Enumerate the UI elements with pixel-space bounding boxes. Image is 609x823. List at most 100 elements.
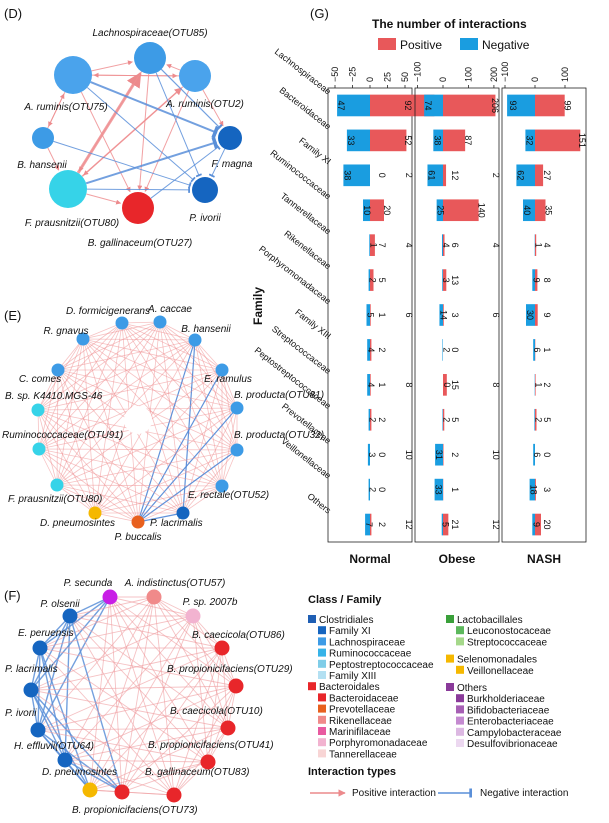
positive-edge — [121, 322, 223, 371]
negative-bar — [442, 339, 443, 361]
node-label: P. olsenii — [40, 599, 80, 610]
tick-label: 0 — [530, 77, 540, 82]
legend-negative-label: Negative — [482, 38, 530, 52]
positive-edge — [80, 91, 131, 193]
negative-edge — [208, 148, 226, 178]
network-node — [30, 722, 46, 738]
positive-edge — [89, 647, 223, 791]
plot-frame — [501, 87, 587, 543]
tick-label: −100 — [500, 62, 510, 82]
positive-edge — [121, 596, 155, 793]
positive-bar — [443, 408, 445, 431]
network-node — [192, 177, 218, 203]
legend-item-label: Bacteroidaceae — [329, 693, 399, 704]
positive-edge — [173, 761, 209, 796]
positive-edge — [37, 409, 223, 487]
positive-edge — [38, 448, 223, 487]
positive-edge — [56, 338, 84, 486]
legend-swatch — [318, 648, 326, 657]
network-node — [82, 782, 98, 798]
positive-bar — [443, 269, 447, 291]
legend-swatch — [318, 704, 326, 713]
positive-value-label: 92 — [403, 100, 413, 110]
tick-label: −100 — [413, 62, 423, 82]
positive-bar — [443, 94, 496, 117]
positive-edge — [37, 339, 196, 411]
positive-bar — [535, 408, 537, 431]
positive-edge — [38, 448, 238, 451]
legend-title: Class / Family — [308, 594, 382, 606]
negative-value-label: 3 — [367, 452, 377, 457]
negative-value-label: 7 — [364, 522, 374, 527]
node-label: D. pneumosintes — [42, 767, 117, 778]
positive-bar — [535, 94, 565, 117]
legend-item-label: Family XI — [329, 626, 371, 637]
positive-edge — [56, 339, 196, 486]
category-label: Family XI — [297, 135, 333, 166]
negative-bar — [367, 339, 370, 361]
legend-item-label: Campylobacteraceae — [467, 728, 562, 739]
network-node — [230, 401, 244, 415]
node-label: A. caccae — [147, 304, 192, 315]
negative-value-label: 30 — [525, 310, 535, 320]
negative-bar — [532, 269, 535, 291]
negative-edge — [39, 596, 111, 649]
row-index-label: 6 — [491, 312, 501, 317]
positive-edge — [37, 409, 139, 523]
positive-value-label: 0 — [450, 347, 460, 352]
legend-swatch — [308, 682, 316, 691]
negative-bar — [433, 129, 443, 152]
network-node — [215, 479, 229, 493]
positive-edge — [64, 685, 237, 761]
node-label: E. rectale(OTU52) — [188, 490, 269, 501]
positive-edge — [153, 596, 175, 796]
positive-edge — [56, 484, 96, 514]
positive-bar — [443, 129, 466, 152]
positive-edge — [109, 596, 194, 617]
positive-value-label: 6 — [450, 243, 460, 248]
positive-edge — [153, 596, 223, 649]
legend-swatch — [446, 683, 454, 691]
negative-edge — [85, 136, 219, 185]
negative-value-label: 5 — [441, 522, 451, 527]
node-label: P. ivorii — [5, 708, 37, 719]
network-node — [50, 478, 64, 492]
positive-value-label: 1 — [450, 487, 460, 492]
negative-bar — [529, 478, 535, 501]
negative-bar — [367, 443, 370, 466]
positive-value-label: 140 — [477, 203, 487, 218]
negative-value-label: 2 — [441, 417, 451, 422]
legend-positive-swatch — [378, 38, 396, 50]
positive-bar — [443, 234, 445, 256]
negative-edge — [37, 596, 111, 731]
positive-bar — [370, 94, 435, 117]
negative-edge — [137, 369, 223, 523]
positive-value-label: 1 — [377, 382, 387, 387]
network-node — [179, 60, 211, 92]
positive-value-label: 87 — [463, 135, 473, 145]
node-label: P. lacrimalis — [150, 518, 203, 529]
positive-edge — [137, 73, 150, 191]
legend-item-label: Leuconostocaceae — [467, 626, 551, 637]
positive-edge — [38, 448, 96, 514]
positive-value-label: 0 — [377, 452, 387, 457]
positive-edge — [144, 90, 190, 192]
positive-edge — [37, 596, 155, 731]
negative-edge — [53, 140, 192, 189]
legend-swatch — [456, 716, 464, 725]
network-node — [146, 589, 162, 605]
positive-edge — [69, 615, 175, 796]
positive-value-label: 27 — [542, 170, 552, 180]
group-label: NASH — [527, 552, 561, 566]
negative-value-label: 93 — [508, 100, 518, 110]
positive-value-label: 2 — [377, 347, 387, 352]
legend-item-label: Porphyromonadaceae — [329, 738, 428, 749]
network-node — [23, 682, 39, 698]
negative-value-label: 1 — [534, 382, 544, 387]
positive-edge — [121, 322, 196, 341]
network-node — [176, 506, 190, 520]
positive-edge — [69, 596, 155, 617]
positive-value-label: 2 — [542, 382, 552, 387]
network-node — [200, 754, 216, 770]
